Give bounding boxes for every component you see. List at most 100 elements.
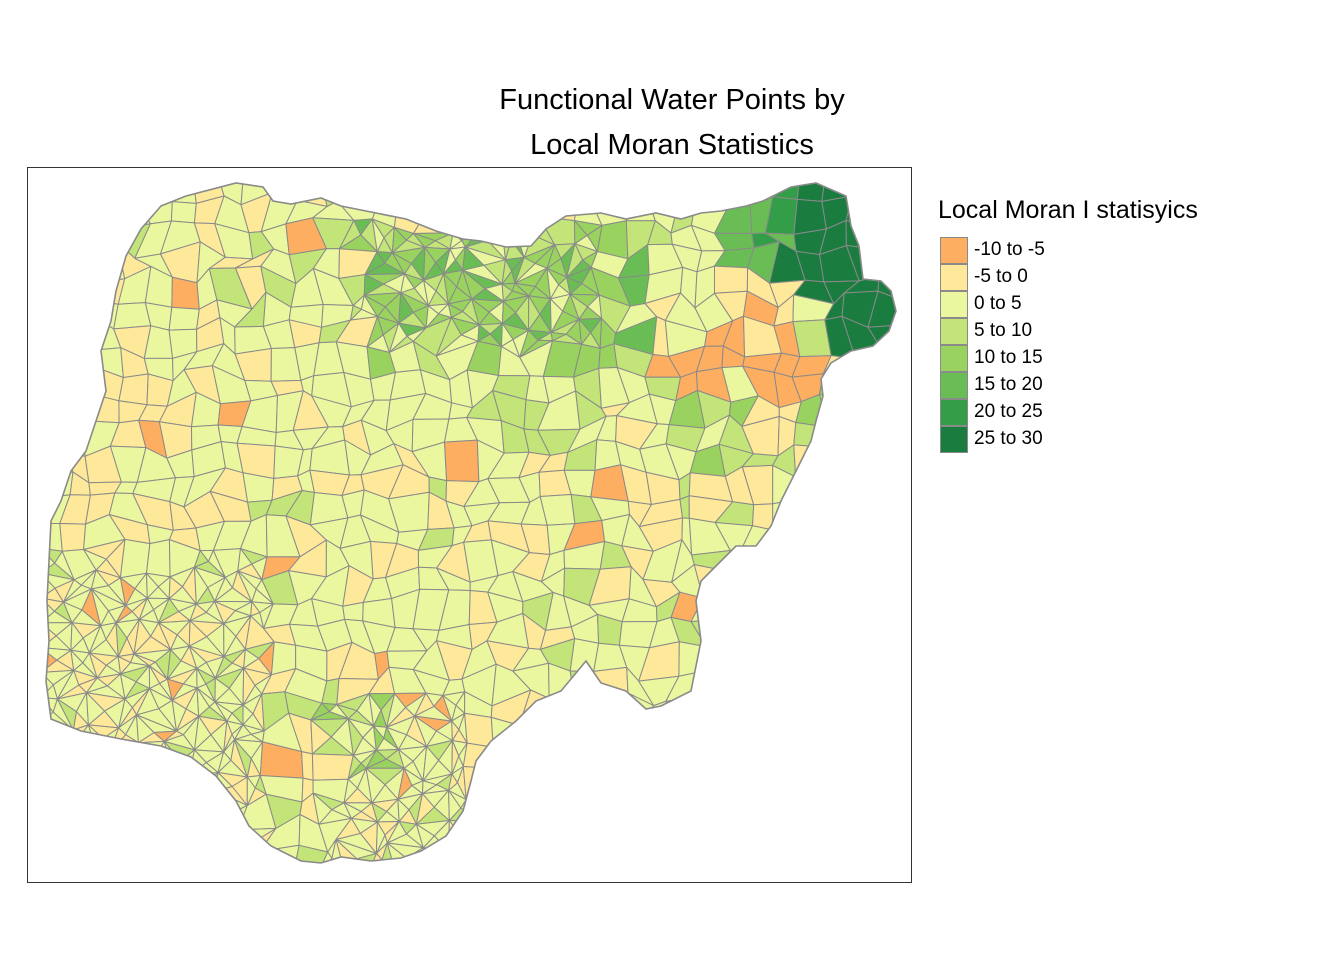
lga-region: [205, 824, 228, 843]
lga-region: [767, 629, 803, 657]
lga-region: [118, 373, 149, 406]
lga-region: [217, 859, 244, 863]
lga-region: [223, 623, 237, 658]
lga-region: [168, 791, 182, 830]
map-title-line-2: Local Moran Statistics: [530, 129, 814, 161]
lga-region: [128, 854, 147, 863]
lga-region: [678, 641, 708, 677]
lga-region: [118, 698, 133, 729]
lga-region: [717, 669, 759, 705]
lga-region: [443, 248, 456, 275]
lga-region: [158, 598, 179, 624]
lga-region: [184, 848, 206, 863]
legend-label: 0 to 5: [974, 293, 1022, 314]
lga-region: [596, 740, 620, 773]
lga-region: [46, 783, 65, 806]
lga-region: [462, 742, 506, 770]
lga-region: [589, 811, 631, 851]
lga-region: [545, 812, 575, 850]
lga-region: [572, 792, 592, 829]
legend-swatch: [940, 237, 968, 264]
lga-region: [242, 704, 254, 726]
lga-region: [419, 847, 435, 863]
lga-region: [774, 843, 801, 863]
lga-region: [46, 721, 55, 748]
lga-region: [647, 798, 681, 824]
lga-region: [254, 851, 270, 863]
lga-region: [119, 538, 151, 579]
lga-region: [875, 845, 896, 863]
lga-region: [65, 317, 97, 356]
lga-region: [133, 653, 156, 667]
lga-region: [141, 861, 168, 863]
lga-region: [774, 695, 805, 731]
lga-region: [840, 716, 875, 753]
lga-region: [103, 774, 118, 806]
lga-region: [46, 349, 71, 376]
lga-region: [457, 844, 472, 863]
lga-region: [747, 792, 785, 826]
lga-region: [371, 802, 388, 823]
lga-region: [223, 720, 233, 753]
lga-region: [46, 820, 56, 847]
lga-region: [214, 677, 230, 703]
lga-region: [422, 780, 437, 795]
lga-region: [159, 777, 176, 793]
lga-region: [172, 791, 196, 810]
lga-region: [386, 693, 406, 728]
lga-region: [224, 842, 250, 861]
lga-region: [751, 616, 771, 657]
lga-region: [748, 183, 775, 198]
lga-region: [697, 850, 728, 863]
lga-region: [821, 183, 854, 202]
lga-region: [815, 474, 859, 501]
lga-region: [588, 183, 625, 202]
lga-region: [875, 496, 896, 524]
lga-region: [180, 848, 194, 863]
lga-region: [124, 742, 142, 766]
lga-region: [797, 850, 826, 863]
lga-region: [148, 828, 170, 842]
lga-region: [747, 843, 783, 863]
lga-region: [866, 796, 896, 824]
choropleth-map: [45, 182, 897, 864]
lga-region: [137, 742, 156, 766]
lga-region: [716, 741, 753, 770]
lga-region: [747, 814, 785, 853]
lga-region: [851, 446, 878, 476]
lga-region: [822, 617, 853, 649]
legend-label: 20 to 25: [974, 401, 1043, 422]
lga-region: [386, 726, 408, 750]
lga-region: [873, 696, 896, 729]
lga-region: [849, 842, 883, 863]
legend-swatch: [940, 345, 968, 372]
lga-region: [388, 322, 408, 353]
lga-region: [116, 183, 143, 206]
lga-region: [462, 246, 485, 271]
lga-region: [59, 523, 87, 552]
lga-region: [176, 848, 186, 862]
lga-region: [494, 839, 531, 863]
lga-region: [166, 649, 182, 680]
lga-region: [400, 273, 415, 294]
lga-region: [445, 850, 458, 863]
lga-region: [840, 553, 880, 574]
lga-region: [46, 370, 71, 400]
lga-region: [742, 703, 783, 731]
lga-region: [178, 813, 187, 850]
lga-region: [741, 547, 778, 582]
lga-region: [214, 701, 233, 722]
lga-region: [793, 669, 828, 697]
lga-region: [665, 815, 700, 855]
lga-region: [64, 821, 80, 846]
lga-region: [174, 775, 190, 788]
lga-region: [851, 417, 885, 457]
lga-region: [729, 766, 749, 801]
lga-region: [619, 837, 654, 863]
lga-region: [435, 317, 462, 357]
lga-region: [465, 799, 491, 823]
lga-region: [369, 183, 399, 205]
lga-region: [817, 825, 861, 855]
lga-region: [796, 716, 832, 749]
lga-region: [567, 739, 599, 773]
